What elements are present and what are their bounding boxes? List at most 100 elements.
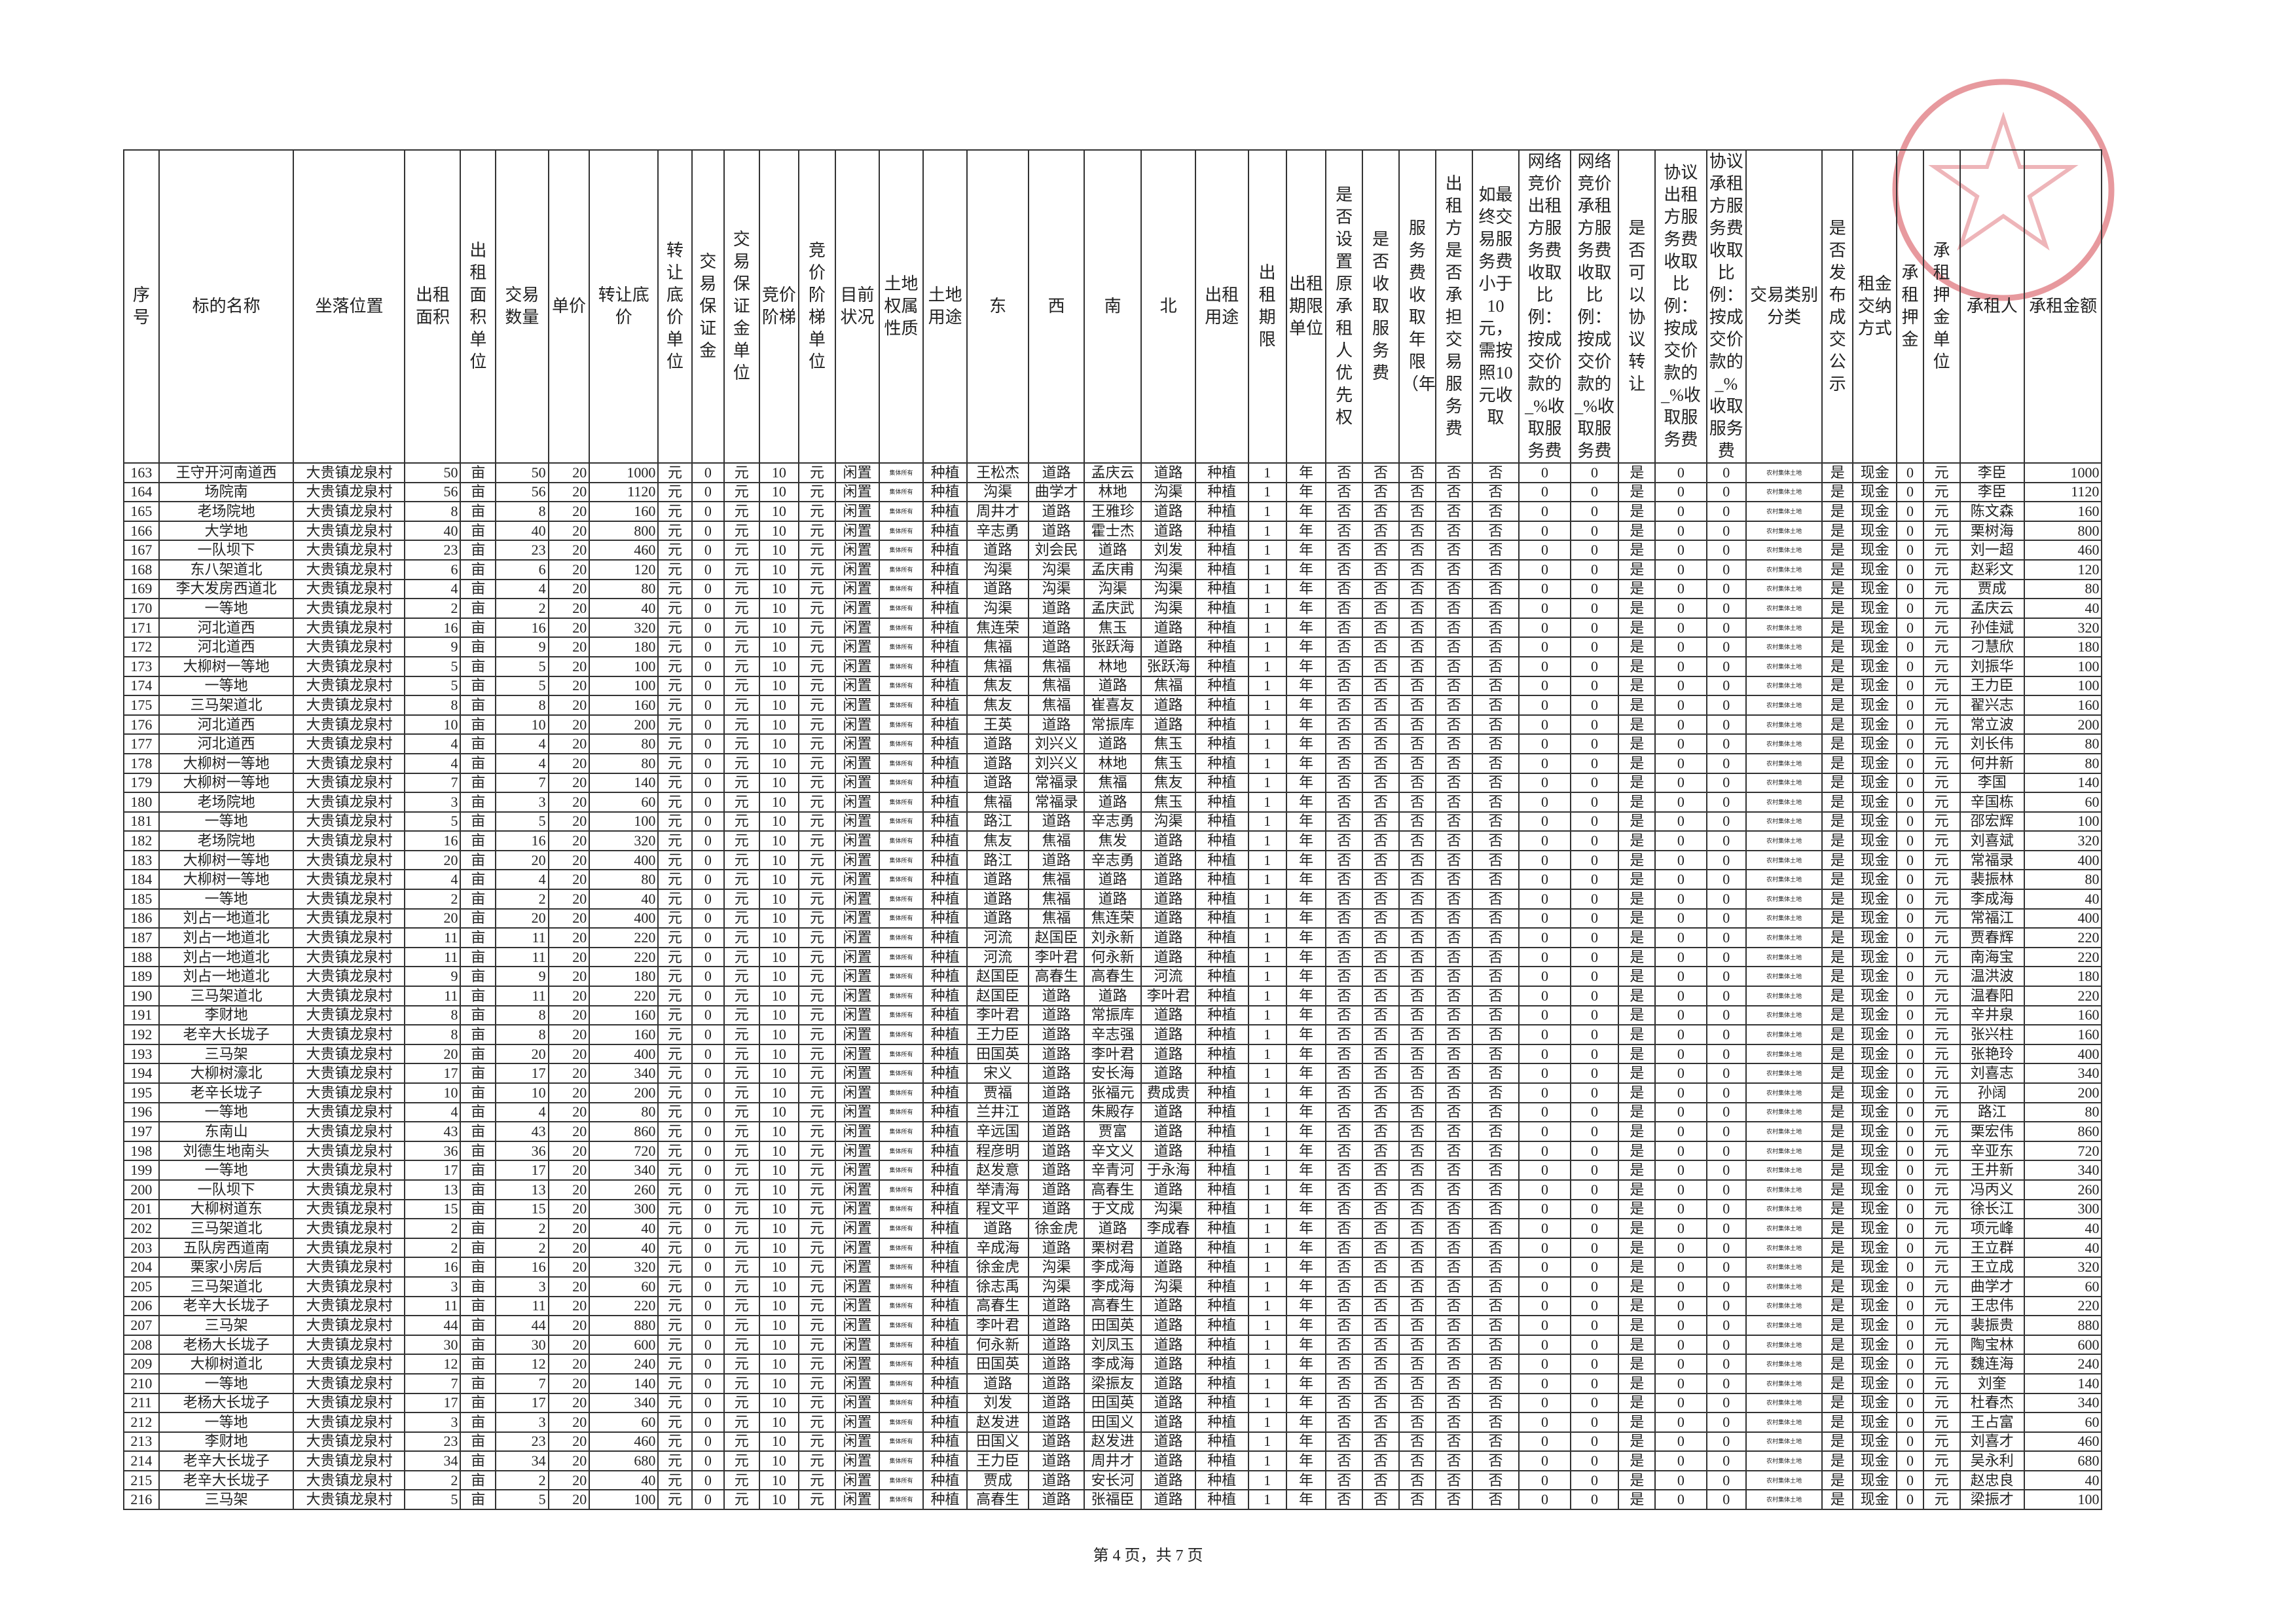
- table-cell: 0: [1518, 1431, 1571, 1452]
- table-cell: 0: [1654, 811, 1707, 832]
- table-row: 164 场院南 大贵镇龙泉村 56 亩 56 20 1120 元 0 元 10 元闲置 集体所有 种植 沟渠曲…: [123, 481, 2103, 503]
- table-cell: 元: [723, 1121, 760, 1142]
- table-cell: 否: [1434, 869, 1473, 891]
- table-cell: 种植: [1195, 1121, 1249, 1142]
- table-cell: 元: [798, 1392, 836, 1414]
- table-cell: 0: [1654, 1043, 1707, 1065]
- table-cell: 340: [2023, 1392, 2103, 1414]
- table-cell: 否: [1362, 849, 1400, 871]
- table-cell: 田国英: [966, 1043, 1030, 1065]
- table-cell: 16: [404, 1257, 462, 1278]
- table-cell: 否: [1471, 927, 1520, 948]
- table-cell: 道路: [1028, 1431, 1085, 1452]
- table-cell: 大贵镇龙泉村: [293, 908, 406, 929]
- table-cell: 大贵镇龙泉村: [293, 578, 406, 600]
- table-cell: 集体所有: [878, 501, 924, 522]
- table-cell: 是: [1618, 1101, 1656, 1123]
- table-cell: 元: [723, 889, 760, 910]
- table-cell: 否: [1434, 966, 1473, 987]
- table-cell: 是: [1821, 1392, 1854, 1414]
- table-cell: 80: [2023, 869, 2103, 891]
- table-cell: 0: [1569, 1237, 1620, 1259]
- table-cell: 20: [495, 908, 549, 929]
- column-header: 出租期限: [1247, 149, 1287, 464]
- table-cell: 元: [798, 1450, 836, 1471]
- table-cell: 种植: [1195, 986, 1249, 1006]
- table-cell: 种植: [1195, 637, 1249, 657]
- table-cell: 8: [404, 1024, 462, 1045]
- table-cell: 50: [495, 462, 549, 483]
- table-row: 196 一等地 大贵镇龙泉村 4 亩 4 20 80 元 0 元 10 元闲置 集体所有 种植 兰井江 道路 朱殿…: [123, 1101, 2103, 1123]
- table-cell: 元: [723, 714, 760, 735]
- table-cell: 农村集体土地: [1745, 830, 1823, 851]
- table-cell: 否: [1471, 1489, 1520, 1511]
- table-cell: 辛志强: [1084, 1024, 1142, 1045]
- table-cell: 34: [404, 1450, 462, 1471]
- table-cell: 800: [589, 520, 659, 542]
- table-cell: 1: [1247, 1257, 1287, 1278]
- table-cell: 沟渠: [1140, 481, 1197, 503]
- table-cell: 年: [1285, 1140, 1327, 1162]
- table-cell: 农村集体土地: [1745, 1082, 1823, 1103]
- table-cell: 集体所有: [878, 1373, 924, 1394]
- table-cell: 元: [798, 1469, 836, 1491]
- table-cell: 0: [691, 559, 725, 580]
- table-cell: 大贵镇龙泉村: [293, 1354, 406, 1375]
- table-cell: 元: [723, 462, 760, 483]
- table-cell: 种植: [1195, 1431, 1249, 1452]
- table-cell: 元: [798, 927, 836, 948]
- table-cell: 40: [495, 520, 549, 542]
- table-cell: 0: [1705, 1354, 1747, 1375]
- table-cell: 元: [1922, 1392, 1961, 1414]
- table-cell: 大贵镇龙泉村: [293, 501, 406, 522]
- table-cell: 元: [657, 1160, 693, 1181]
- table-cell: 0: [1654, 830, 1707, 851]
- table-cell: 元: [798, 792, 836, 813]
- table-cell: 种植: [922, 889, 968, 910]
- table-cell: 种植: [922, 1005, 968, 1026]
- table-cell: 亩: [460, 675, 497, 697]
- table-cell: 年: [1285, 1450, 1327, 1471]
- table-cell: 闲置: [834, 1373, 881, 1394]
- table-cell: 0: [691, 714, 725, 735]
- table-cell: 0: [1896, 1315, 1924, 1336]
- table-cell: 80: [2023, 733, 2103, 754]
- table-cell: 现金: [1852, 1024, 1898, 1045]
- table-cell: 0: [1705, 1276, 1747, 1297]
- table-cell: 0: [1705, 1373, 1747, 1394]
- table-cell: 农村集体土地: [1745, 927, 1823, 948]
- table-cell: 1: [1247, 1489, 1287, 1511]
- table-cell: 年: [1285, 1160, 1327, 1181]
- table-cell: 刘占一地道北: [158, 946, 295, 968]
- table-cell: 2: [404, 1469, 462, 1491]
- table-cell: 闲置: [834, 1237, 881, 1259]
- table-cell: 680: [2023, 1450, 2103, 1471]
- table-cell: 198: [123, 1140, 160, 1162]
- table-cell: 否: [1434, 1469, 1473, 1491]
- table-cell: 0: [691, 733, 725, 754]
- table-cell: 元: [1922, 1373, 1961, 1394]
- table-cell: 辛志勇: [1084, 849, 1142, 871]
- table-row: 198 刘德生地南头 大贵镇龙泉村 36 亩 36 20 720 元 0 元 10 元闲置 集体所有 种植程…: [123, 1140, 2103, 1162]
- table-cell: 3: [404, 792, 462, 813]
- table-row: 177 河北道西 大贵镇龙泉村 4 亩 4 20 80 元 0 元 10 元闲置 集体所有 种植 道路 刘兴义道…: [123, 733, 2103, 754]
- table-cell: 亩: [460, 811, 497, 832]
- table-cell: 0: [1705, 752, 1747, 774]
- table-cell: 年: [1285, 811, 1327, 832]
- table-cell: 沟渠: [966, 481, 1030, 503]
- table-cell: 种植: [1195, 1373, 1249, 1394]
- table-cell: 0: [1569, 1392, 1620, 1414]
- table-cell: 闲置: [834, 1005, 881, 1026]
- table-cell: 亩: [460, 869, 497, 891]
- table-cell: 亩: [460, 501, 497, 522]
- table-cell: 元: [798, 501, 836, 522]
- table-cell: 否: [1362, 830, 1400, 851]
- table-cell: 20: [547, 481, 591, 503]
- table-cell: 亩: [460, 1412, 497, 1433]
- table-cell: 年: [1285, 714, 1327, 735]
- table-cell: 0: [1705, 637, 1747, 657]
- table-cell: 80: [589, 752, 659, 774]
- table-cell: 是: [1618, 598, 1656, 619]
- table-cell: 0: [1518, 1179, 1571, 1200]
